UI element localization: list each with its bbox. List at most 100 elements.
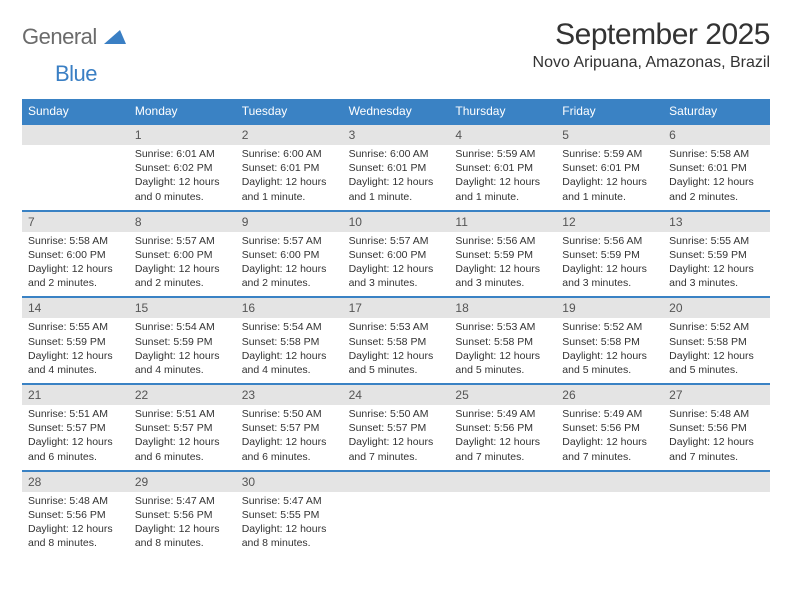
- day-cell: 28Sunrise: 5:48 AMSunset: 5:56 PMDayligh…: [22, 472, 129, 557]
- daylight-line2: and 1 minute.: [562, 190, 657, 204]
- sunset-text: Sunset: 5:57 PM: [135, 421, 230, 435]
- sunset-text: Sunset: 5:58 PM: [242, 335, 337, 349]
- daylight-line2: and 7 minutes.: [349, 450, 444, 464]
- day-details: Sunrise: 5:47 AMSunset: 5:55 PMDaylight:…: [236, 492, 343, 557]
- daylight-line1: Daylight: 12 hours: [135, 175, 230, 189]
- daylight-line1: Daylight: 12 hours: [562, 175, 657, 189]
- empty-cell: [556, 472, 663, 557]
- day-number: 1: [129, 125, 236, 145]
- day-cell: 21Sunrise: 5:51 AMSunset: 5:57 PMDayligh…: [22, 385, 129, 470]
- day-number: 7: [22, 212, 129, 232]
- daylight-line1: Daylight: 12 hours: [242, 175, 337, 189]
- daylight-line1: Daylight: 12 hours: [242, 435, 337, 449]
- day-details: Sunrise: 5:59 AMSunset: 6:01 PMDaylight:…: [556, 145, 663, 210]
- daylight-line1: Daylight: 12 hours: [669, 349, 764, 363]
- daylight-line2: and 7 minutes.: [562, 450, 657, 464]
- day-details: Sunrise: 6:00 AMSunset: 6:01 PMDaylight:…: [236, 145, 343, 210]
- sunrise-text: Sunrise: 5:47 AM: [135, 494, 230, 508]
- sunset-text: Sunset: 5:59 PM: [562, 248, 657, 262]
- sunset-text: Sunset: 5:56 PM: [455, 421, 550, 435]
- month-title: September 2025: [533, 18, 770, 52]
- sunrise-text: Sunrise: 5:57 AM: [349, 234, 444, 248]
- day-number: 19: [556, 298, 663, 318]
- daylight-line1: Daylight: 12 hours: [242, 349, 337, 363]
- empty-cell: [449, 472, 556, 557]
- daylight-line1: Daylight: 12 hours: [455, 435, 550, 449]
- daylight-line1: Daylight: 12 hours: [242, 262, 337, 276]
- day-cell: 24Sunrise: 5:50 AMSunset: 5:57 PMDayligh…: [343, 385, 450, 470]
- daylight-line2: and 5 minutes.: [669, 363, 764, 377]
- day-details: Sunrise: 5:51 AMSunset: 5:57 PMDaylight:…: [22, 405, 129, 470]
- sunrise-text: Sunrise: 5:55 AM: [28, 320, 123, 334]
- sunrise-text: Sunrise: 5:48 AM: [28, 494, 123, 508]
- logo-main: General: [22, 24, 97, 49]
- sunrise-text: Sunrise: 5:53 AM: [455, 320, 550, 334]
- sunset-text: Sunset: 6:01 PM: [242, 161, 337, 175]
- location-text: Novo Aripuana, Amazonas, Brazil: [533, 54, 770, 72]
- sunset-text: Sunset: 6:00 PM: [242, 248, 337, 262]
- daylight-line1: Daylight: 12 hours: [562, 349, 657, 363]
- day-details: Sunrise: 5:58 AMSunset: 6:01 PMDaylight:…: [663, 145, 770, 210]
- day-headers-row: SundayMondayTuesdayWednesdayThursdayFrid…: [22, 99, 770, 123]
- sunset-text: Sunset: 5:59 PM: [669, 248, 764, 262]
- sunset-text: Sunset: 5:59 PM: [455, 248, 550, 262]
- sunrise-text: Sunrise: 5:56 AM: [562, 234, 657, 248]
- day-cell: 7Sunrise: 5:58 AMSunset: 6:00 PMDaylight…: [22, 212, 129, 297]
- sunrise-text: Sunrise: 5:51 AM: [28, 407, 123, 421]
- sunset-text: Sunset: 5:57 PM: [242, 421, 337, 435]
- weeks-container: 1Sunrise: 6:01 AMSunset: 6:02 PMDaylight…: [22, 123, 770, 556]
- day-number: 5: [556, 125, 663, 145]
- daylight-line2: and 5 minutes.: [349, 363, 444, 377]
- sunrise-text: Sunrise: 5:56 AM: [455, 234, 550, 248]
- daylight-line2: and 7 minutes.: [669, 450, 764, 464]
- day-number: 25: [449, 385, 556, 405]
- day-details: [556, 492, 663, 550]
- daylight-line2: and 3 minutes.: [349, 276, 444, 290]
- day-number: 27: [663, 385, 770, 405]
- day-cell: 16Sunrise: 5:54 AMSunset: 5:58 PMDayligh…: [236, 298, 343, 383]
- day-number: 13: [663, 212, 770, 232]
- day-number: 30: [236, 472, 343, 492]
- day-number: 16: [236, 298, 343, 318]
- daylight-line1: Daylight: 12 hours: [135, 435, 230, 449]
- day-cell: 27Sunrise: 5:48 AMSunset: 5:56 PMDayligh…: [663, 385, 770, 470]
- day-details: Sunrise: 5:56 AMSunset: 5:59 PMDaylight:…: [556, 232, 663, 297]
- sunset-text: Sunset: 5:56 PM: [562, 421, 657, 435]
- day-header: Friday: [556, 99, 663, 123]
- daylight-line2: and 2 minutes.: [669, 190, 764, 204]
- day-number: 12: [556, 212, 663, 232]
- day-cell: 18Sunrise: 5:53 AMSunset: 5:58 PMDayligh…: [449, 298, 556, 383]
- day-details: Sunrise: 5:54 AMSunset: 5:58 PMDaylight:…: [236, 318, 343, 383]
- empty-cell: [343, 472, 450, 557]
- daylight-line2: and 6 minutes.: [28, 450, 123, 464]
- day-number: 18: [449, 298, 556, 318]
- week-row: 28Sunrise: 5:48 AMSunset: 5:56 PMDayligh…: [22, 470, 770, 557]
- day-header: Wednesday: [343, 99, 450, 123]
- sunset-text: Sunset: 5:58 PM: [349, 335, 444, 349]
- day-number: 4: [449, 125, 556, 145]
- day-cell: 2Sunrise: 6:00 AMSunset: 6:01 PMDaylight…: [236, 125, 343, 210]
- day-cell: 30Sunrise: 5:47 AMSunset: 5:55 PMDayligh…: [236, 472, 343, 557]
- day-cell: 11Sunrise: 5:56 AMSunset: 5:59 PMDayligh…: [449, 212, 556, 297]
- sunset-text: Sunset: 6:00 PM: [135, 248, 230, 262]
- day-cell: 19Sunrise: 5:52 AMSunset: 5:58 PMDayligh…: [556, 298, 663, 383]
- daylight-line2: and 1 minute.: [242, 190, 337, 204]
- day-number: 14: [22, 298, 129, 318]
- daylight-line2: and 7 minutes.: [455, 450, 550, 464]
- daylight-line1: Daylight: 12 hours: [455, 175, 550, 189]
- day-details: Sunrise: 5:48 AMSunset: 5:56 PMDaylight:…: [22, 492, 129, 557]
- day-details: Sunrise: 5:57 AMSunset: 6:00 PMDaylight:…: [236, 232, 343, 297]
- daylight-line2: and 6 minutes.: [135, 450, 230, 464]
- sunrise-text: Sunrise: 6:00 AM: [349, 147, 444, 161]
- day-cell: 20Sunrise: 5:52 AMSunset: 5:58 PMDayligh…: [663, 298, 770, 383]
- day-details: Sunrise: 5:56 AMSunset: 5:59 PMDaylight:…: [449, 232, 556, 297]
- day-number: 17: [343, 298, 450, 318]
- daylight-line1: Daylight: 12 hours: [669, 435, 764, 449]
- sunrise-text: Sunrise: 5:47 AM: [242, 494, 337, 508]
- day-details: Sunrise: 5:52 AMSunset: 5:58 PMDaylight:…: [663, 318, 770, 383]
- day-cell: 15Sunrise: 5:54 AMSunset: 5:59 PMDayligh…: [129, 298, 236, 383]
- daylight-line1: Daylight: 12 hours: [28, 522, 123, 536]
- daylight-line2: and 2 minutes.: [28, 276, 123, 290]
- week-row: 1Sunrise: 6:01 AMSunset: 6:02 PMDaylight…: [22, 123, 770, 210]
- daylight-line2: and 4 minutes.: [135, 363, 230, 377]
